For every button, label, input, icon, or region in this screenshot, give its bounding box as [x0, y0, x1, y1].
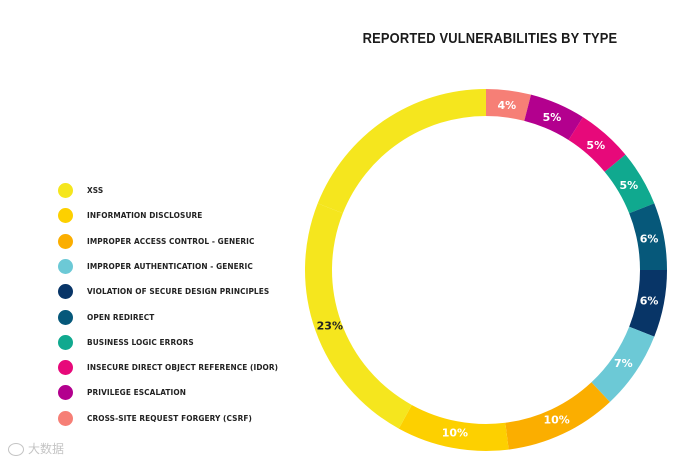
donut-slice	[629, 203, 667, 270]
donut-slice	[398, 404, 509, 451]
slice-label: 5%	[620, 179, 639, 192]
legend-swatch	[58, 410, 73, 426]
donut-slice	[524, 94, 583, 140]
legend-label: OPEN REDIRECT	[87, 311, 155, 322]
donut-slice	[568, 117, 626, 172]
chart-title: REPORTED VULNERABILITIES BY TYPE	[362, 30, 618, 47]
legend-label: INSECURE DIRECT OBJECT REFERENCE (IDOR)	[87, 362, 279, 373]
slice-label: 4%	[497, 99, 516, 112]
legend-label: VIOLATION OF SECURE DESIGN PRINCIPLES	[87, 286, 270, 297]
watermark-logo-icon	[8, 443, 24, 456]
slice-label: 10%	[544, 414, 570, 427]
legend-label: XSS	[87, 185, 104, 195]
legend-swatch	[58, 309, 73, 325]
watermark: 大数据	[8, 440, 64, 457]
slice-label: 6%	[640, 232, 659, 245]
legend-swatch	[58, 258, 73, 274]
donut-slice	[604, 154, 655, 214]
legend-label: CROSS-SITE REQUEST FORGERY (CSRF)	[87, 412, 252, 423]
donut-slice	[505, 382, 610, 450]
legend-label: IMPROPER ACCESS CONTROL - GENERIC	[87, 235, 255, 246]
donut-slice	[486, 89, 532, 121]
legend-swatch	[58, 183, 73, 198]
legend-swatch	[58, 334, 73, 350]
donut-slice	[629, 270, 667, 337]
legend-swatch	[58, 233, 73, 249]
legend-swatch	[58, 385, 73, 401]
slice-label: 7%	[614, 357, 633, 370]
slice-label: 23%	[317, 320, 343, 333]
watermark-text: 大数据	[28, 442, 65, 456]
donut-slice	[591, 326, 655, 402]
legend-label: INFORMATION DISCLOSURE	[87, 210, 203, 221]
legend-label: IMPROPER AUTHENTICATION - GENERIC	[87, 260, 253, 271]
legend-swatch	[58, 208, 73, 224]
slice-label: 5%	[543, 111, 562, 124]
legend-label: PRIVILEGE ESCALATION	[87, 387, 187, 398]
slice-label: 10%	[442, 427, 468, 440]
donut-slice	[317, 89, 486, 214]
slice-label: 5%	[586, 139, 605, 152]
slice-label: 6%	[640, 295, 659, 308]
donut-slice	[305, 203, 412, 429]
legend-swatch	[58, 360, 73, 376]
legend-swatch	[58, 284, 73, 300]
legend-label: BUSINESS LOGIC ERRORS	[87, 336, 194, 347]
